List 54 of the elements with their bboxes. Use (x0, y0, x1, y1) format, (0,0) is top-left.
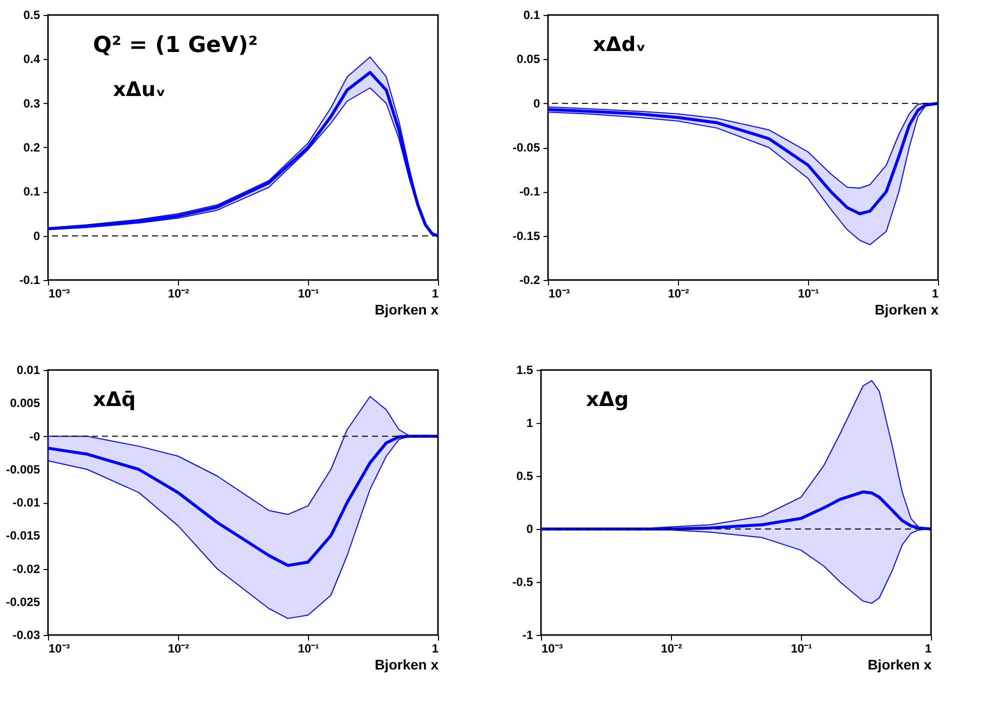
y-tick-label: 0.1 (523, 8, 540, 22)
y-tick-label: -0.5 (512, 575, 534, 589)
y-tick-label: -0.01 (12, 496, 40, 510)
x-axis-title: Bjorken x (874, 302, 939, 318)
y-tick-label: -0.05 (512, 140, 540, 154)
y-tick-label: 0.3 (23, 96, 40, 110)
y-tick-label: 0.005 (10, 396, 40, 410)
y-tick-label: 0.05 (516, 52, 540, 66)
y-tick-label: 0 (533, 96, 540, 110)
x-tick-label: 1 (932, 286, 939, 300)
annotation: xΔg (586, 387, 629, 411)
x-tick-label: 10⁻³ (542, 642, 563, 656)
y-tick-label: 0.5 (23, 8, 40, 22)
x-tick-label: 10⁻² (660, 642, 682, 656)
annotation: Q² = (1 GeV)² (93, 33, 258, 58)
y-tick-label: 0 (526, 522, 534, 536)
x-tick-label: 10⁻² (668, 286, 690, 300)
x-tick-label: 1 (924, 642, 932, 656)
x-tick-label: 10⁻¹ (790, 642, 812, 656)
x-tick-label: 10⁻² (168, 642, 190, 656)
annotation: xΔdᵥ (593, 32, 646, 56)
y-tick-label: -0.025 (6, 594, 40, 609)
x-tick-label: 10⁻¹ (298, 642, 320, 656)
y-tick-label: -0.02 (12, 562, 40, 576)
x-tick-label: 10⁻³ (48, 642, 70, 656)
y-tick-label: 0.2 (23, 140, 40, 154)
x-tick-label: 1 (432, 642, 439, 656)
y-tick-label: -1 (522, 628, 534, 642)
y-tick-label: 0.1 (23, 184, 40, 199)
y-tick-label: -0.15 (512, 228, 540, 243)
y-tick-label: 0.4 (23, 52, 40, 66)
y-tick-label: -0.03 (12, 628, 40, 642)
y-tick-label: 0.01 (16, 363, 40, 377)
y-tick-label: 0.5 (516, 469, 534, 483)
x-axis-title: Bjorken x (868, 656, 932, 672)
x-tick-label: 10⁻³ (548, 286, 570, 300)
y-tick-label: 1.5 (516, 363, 534, 377)
x-tick-label: 1 (432, 286, 439, 300)
x-tick-label: 10⁻² (168, 286, 190, 300)
y-tick-label: 1 (526, 416, 534, 430)
y-tick-label: -0.2 (519, 273, 540, 287)
x-tick-label: 10⁻¹ (298, 286, 320, 300)
x-axis-title: Bjorken x (374, 302, 439, 318)
annotation: xΔq̄ (93, 387, 136, 411)
x-tick-label: 10⁻³ (48, 286, 70, 300)
y-tick-label: -0.015 (6, 528, 40, 543)
y-tick-label: -0.1 (19, 273, 40, 287)
y-tick-label: -0.1 (519, 184, 540, 199)
y-tick-label: 0 (33, 228, 40, 243)
x-axis-title: Bjorken x (374, 656, 439, 672)
annotation: xΔuᵥ (113, 77, 166, 101)
y-tick-label: -0 (29, 429, 40, 444)
x-tick-label: 10⁻¹ (798, 286, 820, 300)
y-tick-label: -0.005 (6, 462, 40, 476)
